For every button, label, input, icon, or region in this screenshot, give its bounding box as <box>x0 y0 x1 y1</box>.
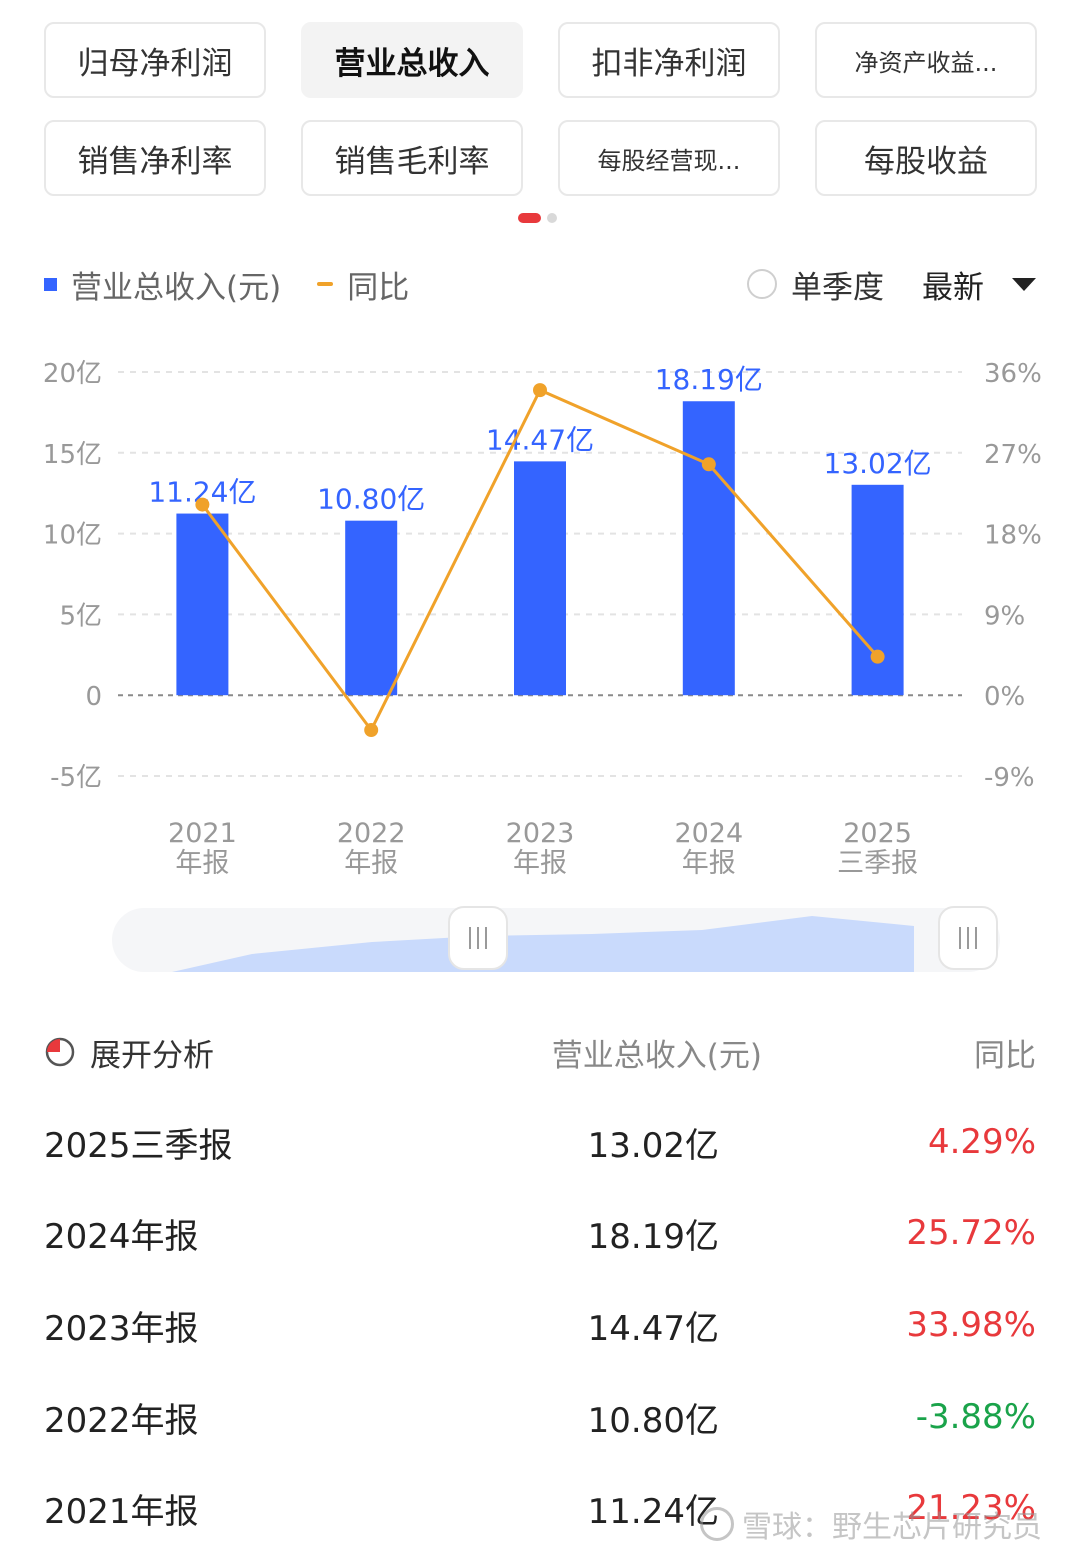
x-axis-tick-period: 年报 <box>175 848 229 879</box>
y-axis-left-tick: 5亿 <box>59 601 102 631</box>
revenue-bar <box>514 461 566 696</box>
metric-tabs: 归母净利润 营业总收入 扣非净利润 净资产收益... 销售净利率 销售毛利率 每… <box>44 22 1037 196</box>
yoy-cell: 25.72% <box>906 1213 1036 1253</box>
x-axis-tick-period: 三季报 <box>837 848 918 879</box>
yoy-legend-swatch <box>317 282 334 286</box>
tab-gross-margin[interactable]: 销售毛利率 <box>301 120 523 196</box>
revenue-data-label: 14.47亿 <box>486 423 594 456</box>
period-cell: 2021年报 <box>44 1491 199 1532</box>
y-axis-right-tick: 36% <box>984 359 1042 389</box>
y-axis-right-tick: 18% <box>984 521 1042 551</box>
page-indicator-active <box>518 213 541 223</box>
range-slider-left-handle[interactable] <box>448 906 508 970</box>
watermark: 雪球：野生芯片研究员 <box>700 1502 1042 1546</box>
tab-deducted-net-profit[interactable]: 扣非净利润 <box>558 22 780 98</box>
yoy-point <box>870 649 885 664</box>
table-row[interactable]: 2025三季报 13.02亿 4.29% <box>44 1112 1036 1172</box>
y-axis-right-tick: 0% <box>984 682 1025 712</box>
revenue-cell: 18.19亿 <box>587 1216 719 1257</box>
revenue-bar <box>345 520 398 696</box>
table-header: 展开分析 营业总收入(元) 同比 <box>44 1026 1036 1078</box>
y-axis-right-tick: 27% <box>984 440 1042 470</box>
page-indicator[interactable] <box>518 213 557 223</box>
x-axis-tick-year: 2024 <box>674 818 743 849</box>
range-slider[interactable] <box>112 906 1000 972</box>
tab-total-revenue[interactable]: 营业总收入 <box>301 22 523 98</box>
y-axis-left-tick: 0 <box>85 682 102 712</box>
yoy-point <box>364 723 379 738</box>
table-row[interactable]: 2021年报 11.24亿 21.23% <box>44 1478 1036 1538</box>
y-axis-right-tick: 9% <box>984 601 1025 631</box>
yoy-point <box>701 457 716 472</box>
table-row[interactable]: 2022年报 10.80亿 -3.88% <box>44 1387 1036 1447</box>
tab-roe[interactable]: 净资产收益... <box>815 22 1037 98</box>
expand-analysis-button[interactable]: 展开分析 <box>44 1030 444 1075</box>
pie-chart-icon <box>45 1037 75 1067</box>
expand-analysis-label: 展开分析 <box>90 1037 214 1074</box>
revenue-cell: 13.02亿 <box>587 1125 719 1166</box>
y-axis-left-tick: 15亿 <box>43 440 102 470</box>
tab-eps[interactable]: 每股收益 <box>815 120 1037 196</box>
yoy-cell: 33.98% <box>906 1305 1036 1345</box>
x-axis-tick-period: 年报 <box>682 848 736 879</box>
revenue-bar <box>682 401 735 696</box>
x-axis-tick-year: 2022 <box>337 818 406 849</box>
range-slider-right-handle[interactable] <box>938 906 998 970</box>
revenue-data-label: 13.02亿 <box>824 447 932 480</box>
tab-net-margin[interactable]: 销售净利率 <box>44 120 266 196</box>
x-axis-tick-year: 2023 <box>506 818 575 849</box>
column-header-yoy: 同比 <box>974 1037 1036 1074</box>
table-row[interactable]: 2024年报 18.19亿 25.72% <box>44 1203 1036 1263</box>
sort-dropdown-label: 最新 <box>922 269 984 306</box>
x-axis-tick-year: 2025 <box>843 818 912 849</box>
single-quarter-radio[interactable] <box>747 269 777 299</box>
column-header-revenue: 营业总收入(元) <box>551 1037 762 1074</box>
revenue-data-label: 18.19亿 <box>655 363 763 396</box>
yoy-cell: -3.88% <box>915 1397 1036 1437</box>
period-cell: 2022年报 <box>44 1400 199 1441</box>
sort-dropdown[interactable]: 最新 <box>922 262 1036 307</box>
range-slider-preview <box>172 916 914 972</box>
caret-down-icon <box>1012 277 1036 291</box>
tab-operating-cashflow-per-share[interactable]: 每股经营现... <box>558 120 780 196</box>
watermark-text: 雪球：野生芯片研究员 <box>742 1510 1042 1545</box>
revenue-legend-label: 营业总收入(元) <box>71 269 282 306</box>
period-cell: 2024年报 <box>44 1216 199 1257</box>
y-axis-left-tick: 20亿 <box>43 359 102 389</box>
revenue-cell: 11.24亿 <box>587 1491 719 1532</box>
period-cell: 2025三季报 <box>44 1125 233 1166</box>
revenue-legend-swatch <box>44 277 57 291</box>
chart-legend: 营业总收入(元) 同比 单季度 最新 <box>44 262 1036 306</box>
revenue-bar <box>176 513 229 696</box>
y-axis-left-tick: 10亿 <box>43 521 102 551</box>
x-axis-tick-period: 年报 <box>513 848 567 879</box>
x-axis-tick-year: 2021 <box>168 818 237 849</box>
y-axis-left-tick: -5亿 <box>50 763 102 793</box>
yoy-point <box>195 497 210 512</box>
revenue-cell: 10.80亿 <box>587 1400 719 1441</box>
single-quarter-label[interactable]: 单季度 <box>791 269 884 306</box>
tab-net-profit-attributable[interactable]: 归母净利润 <box>44 22 266 98</box>
revenue-cell: 14.47亿 <box>587 1308 719 1349</box>
xueqiu-logo-icon <box>700 1507 734 1541</box>
y-axis-right-tick: -9% <box>984 763 1035 793</box>
revenue-data-label: 10.80亿 <box>317 483 425 516</box>
yoy-cell: 21.23% <box>906 1488 1036 1528</box>
period-cell: 2023年报 <box>44 1308 199 1349</box>
yoy-cell: 4.29% <box>927 1122 1036 1162</box>
page-indicator-inactive <box>547 213 557 223</box>
yoy-point <box>533 383 547 398</box>
x-axis-tick-period: 年报 <box>344 848 398 879</box>
table-row[interactable]: 2023年报 14.47亿 33.98% <box>44 1295 1036 1355</box>
yoy-legend-label: 同比 <box>347 269 410 306</box>
